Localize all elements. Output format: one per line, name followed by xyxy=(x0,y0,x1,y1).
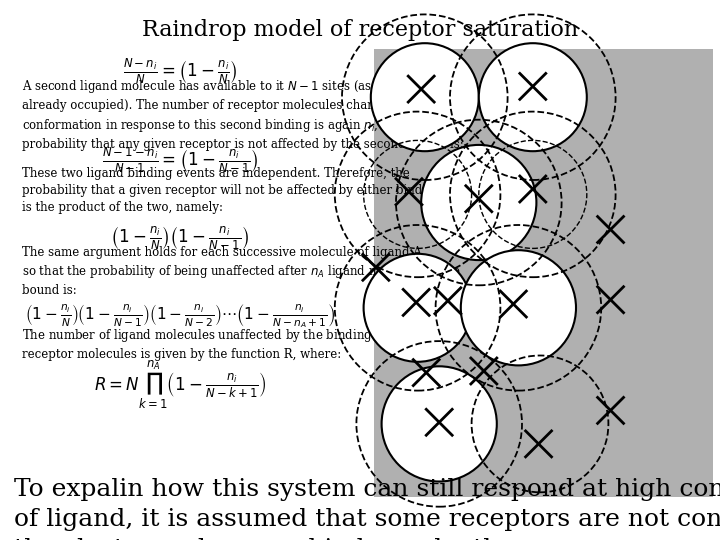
Text: The same argument holds for each successive molecule of ligand A,
so that the pr: The same argument holds for each success… xyxy=(22,246,461,298)
Text: The number of ligand molecules unaffected by the binding of $n_A$
receptor molec: The number of ligand molecules unaffecte… xyxy=(22,327,404,361)
Ellipse shape xyxy=(421,145,536,260)
Ellipse shape xyxy=(479,43,587,151)
Text: $\frac{N-n_i}{N} = \left(1 - \frac{n_i}{N}\right)$: $\frac{N-n_i}{N} = \left(1 - \frac{n_i}{… xyxy=(122,57,238,86)
Text: $R = N\prod_{k=1}^{n_A}\left(1 - \frac{n_i}{N-k+1}\right)$: $R = N\prod_{k=1}^{n_A}\left(1 - \frac{n… xyxy=(94,359,266,411)
Text: A second ligand molecule has available to it $N-1$ sites (as one is
already occu: A second ligand molecule has available t… xyxy=(22,78,464,151)
Text: $\left(1 - \frac{n_i}{N}\right)\left(1 - \frac{n_i}{N-1}\right)$: $\left(1 - \frac{n_i}{N}\right)\left(1 -… xyxy=(110,224,250,252)
FancyBboxPatch shape xyxy=(374,49,713,497)
Ellipse shape xyxy=(364,254,472,362)
Text: These two ligand binding events are independent. Therefore, the
probability that: These two ligand binding events are inde… xyxy=(22,167,477,214)
Text: $\frac{N-1-n_i}{N-1} = \left(1 - \frac{n_i}{N-1}\right)$: $\frac{N-1-n_i}{N-1} = \left(1 - \frac{n… xyxy=(102,146,258,176)
Ellipse shape xyxy=(461,250,576,366)
Ellipse shape xyxy=(382,366,497,482)
Ellipse shape xyxy=(371,43,479,151)
Text: Raindrop model of receptor saturation: Raindrop model of receptor saturation xyxy=(142,19,578,41)
Text: To expalin how this system can still respond at high concentrations
of ligand, i: To expalin how this system can still res… xyxy=(14,478,720,540)
Text: $\left(1 - \frac{n_i}{N}\right)\left(1 - \frac{n_i}{N-1}\right)\left(1 - \frac{n: $\left(1 - \frac{n_i}{N}\right)\left(1 -… xyxy=(25,302,335,330)
